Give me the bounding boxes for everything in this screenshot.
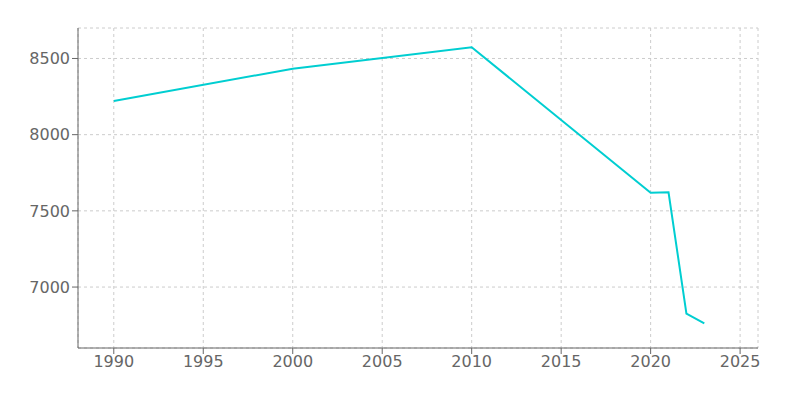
svg-text:2005: 2005: [362, 352, 403, 371]
svg-text:2015: 2015: [541, 352, 582, 371]
svg-text:1995: 1995: [183, 352, 224, 371]
svg-text:2020: 2020: [630, 352, 671, 371]
svg-text:8000: 8000: [29, 125, 70, 144]
svg-text:2025: 2025: [720, 352, 761, 371]
svg-text:7000: 7000: [29, 278, 70, 297]
svg-text:1990: 1990: [93, 352, 134, 371]
svg-text:2010: 2010: [451, 352, 492, 371]
svg-text:2000: 2000: [272, 352, 313, 371]
svg-text:8500: 8500: [29, 49, 70, 68]
svg-text:7500: 7500: [29, 202, 70, 221]
